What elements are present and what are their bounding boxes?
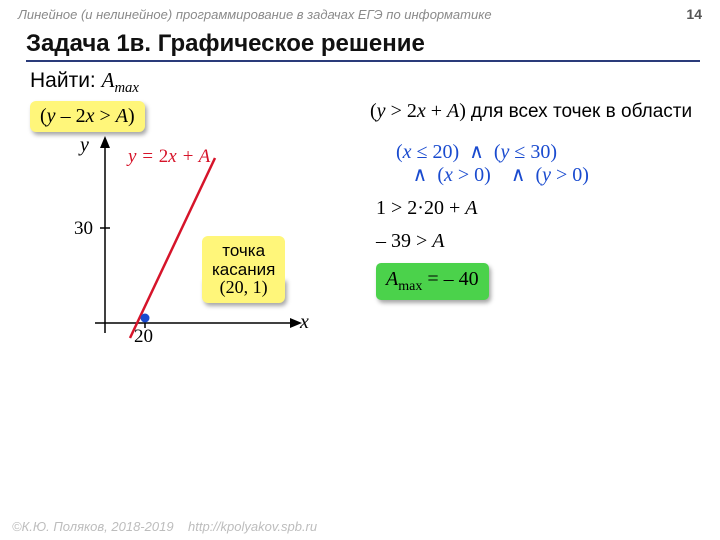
x-tick-label: 20 [134, 326, 153, 348]
constraint-1b: (y ≤ 30) [494, 141, 557, 163]
tangent-caption-2: касания [212, 260, 275, 279]
tangent-label: точка касания (20, 1) [202, 236, 285, 303]
copyright: ©К.Ю. Поляков, 2018-2019 [12, 519, 174, 534]
line-equation: y = 2x + A [128, 146, 210, 168]
page-number: 14 [686, 6, 702, 22]
tangent-point: (20, 1) [202, 278, 285, 303]
graph-area: y x 30 20 y = 2x + A точка касания (20, … [50, 128, 370, 348]
wedge-icon: ∧ [469, 141, 484, 163]
footer-url: http://kpolyakov.spb.ru [188, 519, 317, 534]
tangent-caption-1: точка [222, 241, 265, 260]
find-target: A [102, 68, 115, 92]
constraint-2a: (x > 0) [437, 164, 491, 186]
content-area: Найти: Amax (y – 2x > A) y x 30 20 [30, 68, 700, 132]
find-target-sub: max [114, 80, 138, 96]
find-line: Найти: Amax [30, 68, 700, 97]
footer: ©К.Ю. Поляков, 2018-2019 http://kpolyako… [12, 519, 317, 534]
constraint-2b: (y > 0) [535, 164, 589, 186]
derivation-step1: 1 > 2·20 + A [376, 195, 710, 222]
wedge-icon-3: ∧ [511, 164, 526, 186]
for-all-text: для всех точек в области [471, 101, 692, 122]
wedge-icon-2: ∧ [413, 164, 428, 186]
y-axis-label: y [80, 134, 89, 157]
x-axis-label: x [300, 311, 309, 334]
slide-title: Задача 1в. Графическое решение [26, 30, 700, 58]
constraint-1a: (x ≤ 20) [396, 141, 459, 163]
slide-title-row: Задача 1в. Графическое решение [26, 30, 700, 62]
answer-box: Amax = – 40 [376, 263, 489, 300]
right-math: (y > 2x + A) для всех точек в области (x… [370, 98, 710, 300]
course-title: Линейное (и нелинейное) программирование… [18, 7, 492, 22]
y-tick-label: 30 [74, 218, 93, 240]
find-label: Найти: [30, 69, 96, 92]
derivation-step2: – 39 > A [376, 228, 710, 255]
